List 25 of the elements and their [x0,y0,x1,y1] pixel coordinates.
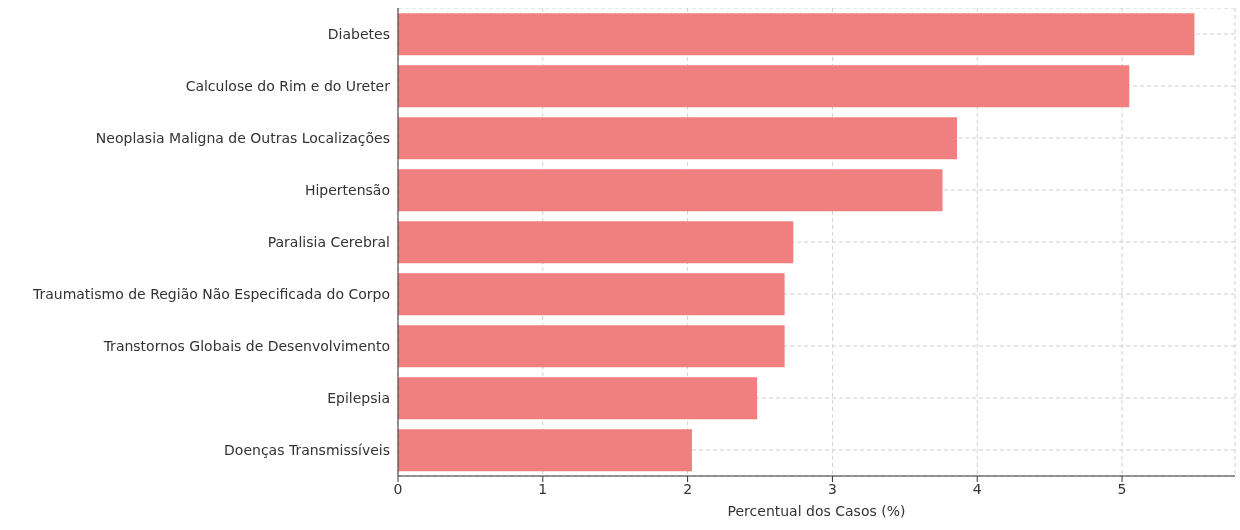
y-tick-label: Calculose do Rim e do Ureter [185,77,391,94]
bar [398,65,1130,108]
x-axis-title: Percentual dos Casos (%) [727,503,906,519]
bar [398,169,943,212]
x-tick-label: 4 [972,480,982,497]
y-tick-label: Hipertensão [304,181,390,198]
bar [398,273,785,316]
bar [398,13,1195,56]
y-tick-label: Diabetes [327,25,390,42]
bar [398,117,957,160]
bar [398,429,692,472]
y-tick-label: Doenças Transmissíveis [224,441,390,458]
x-tick-label: 1 [538,480,548,497]
y-tick-label: Traumatismo de Região Não Especificada do Corpo [31,285,390,302]
y-tick-label: Transtornos Globais de Desenvolvimento [102,337,390,354]
bar [398,325,785,368]
bar [398,377,758,420]
x-tick-label: 3 [827,480,837,497]
x-tick-label: 2 [683,480,693,497]
y-tick-label: Paralisia Cerebral [267,233,390,250]
x-tick-label: 5 [1117,480,1127,497]
bar [398,221,794,264]
y-tick-label: Neoplasia Maligna de Outras Localizações [95,129,390,146]
x-tick-label: 0 [393,480,403,497]
y-tick-label: Epilepsia [327,389,390,406]
